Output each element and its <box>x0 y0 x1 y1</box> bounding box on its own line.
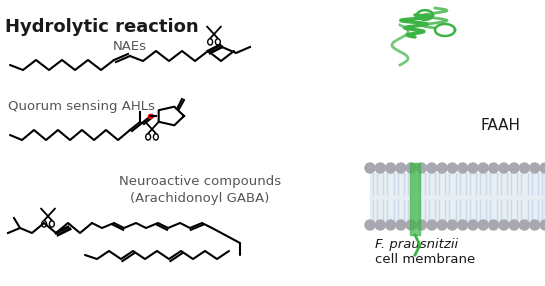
Text: FAAH: FAAH <box>480 118 520 133</box>
Circle shape <box>406 163 416 173</box>
Bar <box>410 163 420 235</box>
Circle shape <box>488 163 499 173</box>
Circle shape <box>396 220 406 230</box>
Text: F. prausnitzii: F. prausnitzii <box>375 238 458 251</box>
Circle shape <box>396 163 406 173</box>
Circle shape <box>509 220 519 230</box>
Bar <box>370 173 545 220</box>
Text: Hydrolytic reaction: Hydrolytic reaction <box>5 18 198 36</box>
Circle shape <box>519 163 529 173</box>
Text: cell membrane: cell membrane <box>375 253 475 266</box>
Circle shape <box>478 163 488 173</box>
Text: Neuroactive compounds: Neuroactive compounds <box>119 175 281 188</box>
Circle shape <box>468 220 478 230</box>
Circle shape <box>458 220 468 230</box>
Circle shape <box>478 220 488 230</box>
Circle shape <box>437 220 447 230</box>
Circle shape <box>499 220 509 230</box>
Circle shape <box>365 163 375 173</box>
Circle shape <box>376 220 385 230</box>
Circle shape <box>427 163 437 173</box>
Circle shape <box>416 220 427 230</box>
Circle shape <box>365 220 375 230</box>
Circle shape <box>447 220 457 230</box>
Text: (Arachidonoyl GABA): (Arachidonoyl GABA) <box>130 192 270 205</box>
Circle shape <box>447 163 457 173</box>
Circle shape <box>488 220 499 230</box>
Circle shape <box>530 163 540 173</box>
Circle shape <box>427 220 437 230</box>
Circle shape <box>386 163 396 173</box>
Circle shape <box>509 163 519 173</box>
Circle shape <box>458 163 468 173</box>
Circle shape <box>406 220 416 230</box>
Text: NAEs: NAEs <box>113 40 147 53</box>
Circle shape <box>386 220 396 230</box>
Circle shape <box>376 163 385 173</box>
Circle shape <box>437 163 447 173</box>
Circle shape <box>540 220 545 230</box>
Circle shape <box>499 163 509 173</box>
Circle shape <box>530 220 540 230</box>
Text: Quorum sensing AHLs: Quorum sensing AHLs <box>8 100 155 113</box>
Circle shape <box>540 163 545 173</box>
Circle shape <box>519 220 529 230</box>
Circle shape <box>468 163 478 173</box>
Circle shape <box>416 163 427 173</box>
